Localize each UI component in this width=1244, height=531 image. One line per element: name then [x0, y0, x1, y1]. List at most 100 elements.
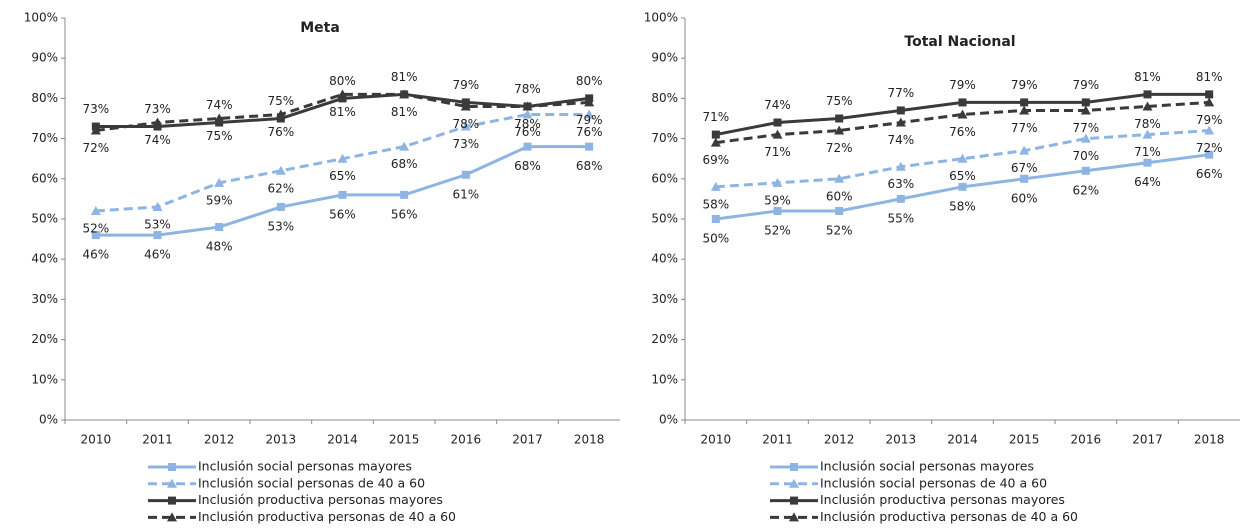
- marker: [91, 231, 100, 240]
- x-tick-label: 2012: [204, 433, 235, 447]
- marker: [338, 94, 347, 103]
- marker: [835, 114, 844, 123]
- data-label: 81%: [1134, 70, 1161, 84]
- chart-title: Total Nacional: [904, 34, 1015, 50]
- data-label: 53%: [144, 217, 171, 231]
- marker: [461, 170, 470, 179]
- marker: [1019, 145, 1030, 155]
- data-label: 81%: [391, 70, 418, 84]
- data-label: 72%: [826, 141, 853, 155]
- marker: [522, 101, 533, 111]
- x-tick-label: 2011: [762, 433, 793, 447]
- data-label: 64%: [1134, 175, 1161, 189]
- marker: [711, 130, 720, 139]
- x-tick-label: 2015: [1009, 433, 1040, 447]
- marker: [215, 118, 224, 127]
- y-tick-label: 30%: [31, 292, 58, 306]
- marker: [957, 109, 968, 119]
- data-label: 79%: [1011, 78, 1038, 92]
- marker: [710, 137, 721, 147]
- x-tick-label: 2016: [451, 433, 482, 447]
- data-label: 50%: [702, 232, 729, 246]
- data-label: 76%: [267, 125, 294, 139]
- series-line: [715, 100, 1210, 145]
- marker: [585, 142, 594, 151]
- legend-entry: Inclusión social personas de 40 a 60: [148, 475, 425, 490]
- marker: [1080, 105, 1091, 115]
- data-label: 79%: [1196, 113, 1223, 127]
- marker: [1081, 98, 1090, 107]
- data-label: 66%: [1196, 167, 1223, 181]
- data-label: 60%: [1011, 191, 1038, 205]
- x-tick-label: 2013: [886, 433, 917, 447]
- data-label: 71%: [702, 110, 729, 124]
- marker: [523, 142, 532, 151]
- x-tick-label: 2013: [266, 433, 297, 447]
- data-label: 61%: [452, 187, 479, 201]
- data-label: 81%: [391, 105, 418, 119]
- data-label: 79%: [576, 113, 603, 127]
- marker: [1204, 125, 1215, 135]
- data-label: 59%: [764, 193, 791, 207]
- legend-marker: [790, 463, 798, 471]
- x-tick-label: 2015: [389, 433, 420, 447]
- data-label: 70%: [1072, 149, 1099, 163]
- y-tick-label: 20%: [31, 332, 58, 346]
- legend-marker: [167, 512, 177, 522]
- marker: [1204, 97, 1215, 107]
- data-label: 78%: [452, 117, 479, 131]
- data-label: 74%: [144, 133, 171, 147]
- data-label: 72%: [1196, 141, 1223, 155]
- marker: [275, 165, 286, 175]
- x-tick-label: 2010: [701, 433, 732, 447]
- marker: [460, 101, 471, 111]
- y-tick-label: 0%: [659, 413, 678, 427]
- x-tick-label: 2018: [574, 433, 605, 447]
- marker: [522, 109, 533, 119]
- y-tick-label: 80%: [31, 91, 58, 105]
- marker: [1020, 174, 1029, 183]
- legend-label: Inclusión social personas mayores: [198, 459, 412, 474]
- data-label: 78%: [1134, 117, 1161, 131]
- marker: [153, 122, 162, 131]
- data-label: 63%: [887, 177, 914, 191]
- marker: [338, 190, 347, 199]
- marker: [90, 205, 101, 215]
- chart: Total Nacional 0% 10% 20% 30% 40% 50% 60% 70% 80%…: [644, 11, 1240, 524]
- x-tick-label: 2014: [947, 433, 978, 447]
- marker: [153, 231, 162, 240]
- data-label: 62%: [267, 181, 294, 195]
- legend-marker: [790, 496, 798, 505]
- marker: [1019, 105, 1030, 115]
- marker: [275, 109, 286, 119]
- data-label: 52%: [82, 221, 109, 235]
- marker: [1080, 133, 1091, 143]
- data-label: 75%: [826, 94, 853, 108]
- marker: [958, 98, 967, 107]
- marker: [1205, 90, 1214, 99]
- y-tick-label: 80%: [651, 91, 678, 105]
- marker: [773, 118, 782, 127]
- marker: [1143, 90, 1152, 99]
- marker: [152, 117, 163, 127]
- legend-label: Inclusión social personas de 40 a 60: [820, 475, 1047, 490]
- marker: [834, 173, 845, 183]
- marker: [773, 206, 782, 215]
- y-tick-label: 90%: [31, 51, 58, 65]
- x-tick-label: 2017: [512, 433, 543, 447]
- marker: [772, 177, 783, 187]
- marker: [835, 206, 844, 215]
- data-label: 62%: [1072, 183, 1099, 197]
- data-label: 74%: [764, 98, 791, 112]
- x-tick-label: 2017: [1132, 433, 1163, 447]
- legend-marker: [168, 463, 176, 471]
- chart-title: Meta: [300, 20, 340, 36]
- legend-marker: [168, 496, 176, 505]
- marker: [276, 202, 285, 211]
- x-tick-label: 2010: [81, 433, 112, 447]
- data-label: 80%: [576, 74, 603, 88]
- data-label: 72%: [82, 141, 109, 155]
- marker: [337, 153, 348, 163]
- data-label: 77%: [1072, 121, 1099, 135]
- data-label: 56%: [391, 207, 418, 221]
